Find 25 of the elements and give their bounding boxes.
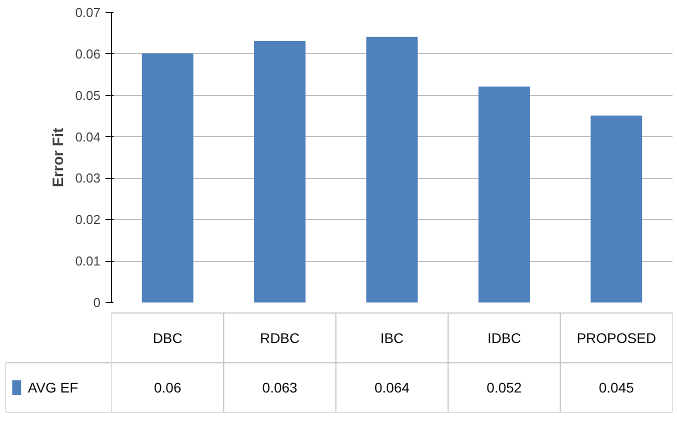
x-tick-label: IDBC (487, 330, 521, 346)
bar (590, 116, 642, 302)
bar (478, 86, 530, 302)
y-tick-label: 0.01 (75, 254, 101, 269)
x-tick-label: PROPOSED (576, 330, 656, 346)
data-label: 0.064 (374, 380, 410, 396)
y-axis-title: Error Fit (50, 128, 68, 188)
legend-label: AVG EF (28, 380, 78, 396)
x-tick-label: DBC (152, 330, 182, 346)
y-tick-label: 0.05 (75, 88, 101, 103)
data-label: 0.06 (154, 380, 182, 396)
bar (142, 53, 194, 302)
y-tick-label: 0 (93, 295, 101, 310)
x-tick-label: RDBC (260, 330, 300, 346)
bar (366, 36, 418, 302)
x-tick-label: IBC (380, 330, 404, 346)
y-tick-label: 0.07 (75, 5, 101, 20)
bar (254, 41, 306, 302)
data-label: 0.063 (262, 380, 298, 396)
data-label: 0.052 (486, 380, 522, 396)
data-label: 0.045 (598, 380, 634, 396)
y-tick-label: 0.02 (75, 212, 101, 228)
y-tick-label: 0.04 (75, 129, 101, 144)
y-tick-label: 0.03 (75, 170, 101, 186)
y-tick-label: 0.06 (75, 46, 101, 62)
